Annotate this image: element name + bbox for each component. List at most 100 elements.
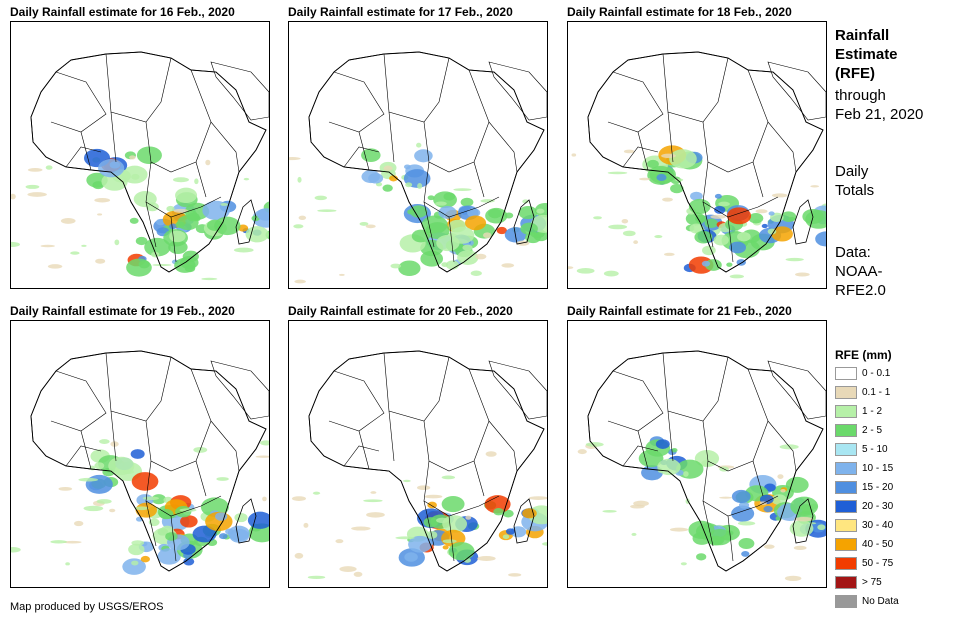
drizzle-cell	[654, 235, 663, 239]
country-border	[702, 69, 769, 173]
drizzle-cell	[152, 263, 172, 267]
country-border	[767, 121, 797, 173]
rainfall-cell	[169, 223, 178, 230]
drizzle-cell	[96, 499, 112, 504]
drizzle-cell	[131, 560, 139, 566]
rainfall-cell	[238, 224, 249, 232]
legend-swatch	[835, 405, 857, 418]
drizzle-cell	[416, 142, 422, 148]
data-source-line1: NOAA-	[835, 263, 883, 280]
drizzle-cell	[25, 184, 40, 189]
rainfall-cell	[738, 501, 750, 509]
drizzle-cell	[383, 165, 393, 171]
map-panel-20feb	[288, 320, 548, 588]
drizzle-cell	[785, 257, 804, 262]
country-border	[473, 460, 485, 497]
country-border	[702, 500, 714, 547]
coastline	[308, 51, 545, 273]
rainfall-cell	[404, 552, 418, 562]
drizzle-cell	[97, 213, 103, 216]
rainfall-cell	[146, 202, 159, 212]
rainfall-cell	[815, 231, 826, 247]
through-value: Feb 21, 2020	[835, 106, 924, 123]
drizzle-cell	[45, 165, 53, 170]
rainfall-cell	[713, 234, 729, 246]
rainfall-cell	[727, 207, 752, 225]
legend-label: 15 - 20	[862, 482, 894, 493]
rainfall-cell	[183, 557, 195, 566]
legend-label: 20 - 30	[862, 501, 894, 512]
rainfall-cell	[748, 213, 764, 224]
country-border	[343, 146, 380, 168]
rfe-title-line3: (RFE)	[835, 65, 875, 82]
drizzle-cell	[70, 251, 80, 255]
panel-title-17feb: Daily Rainfall estimate for 17 Feb., 202…	[288, 5, 513, 19]
rainfall-cell	[504, 212, 514, 219]
legend-swatch	[835, 519, 857, 532]
legend-label: 30 - 40	[862, 520, 894, 531]
drizzle-cell	[339, 566, 357, 572]
rfe-title: Rainfall Estimate (RFE)	[835, 26, 898, 83]
drizzle-cell	[99, 439, 110, 444]
country-border	[727, 515, 734, 562]
rainfall-cell	[151, 251, 160, 258]
arabia-outline	[767, 360, 826, 420]
legend-swatch	[835, 538, 857, 551]
rainfall-cell	[448, 542, 475, 561]
rainfall-cell	[457, 250, 479, 265]
legend-label: > 75	[862, 577, 882, 588]
legend-swatch	[835, 595, 857, 608]
drizzle-cell	[710, 214, 726, 219]
rainfall-cell	[763, 505, 773, 513]
country-border	[607, 370, 664, 432]
drizzle-cell	[683, 471, 689, 477]
country-border	[488, 420, 518, 472]
rainfall-cell	[688, 256, 714, 274]
drizzle-cell	[293, 224, 304, 229]
rainfall-cell	[158, 509, 174, 520]
drizzle-cell	[303, 522, 309, 528]
madagascar-outline	[792, 199, 814, 245]
country-border	[80, 131, 92, 171]
rainfall-cell	[731, 489, 751, 504]
country-border	[423, 69, 490, 173]
rainfall-cell	[767, 228, 777, 235]
legend-swatch	[835, 367, 857, 380]
rainfall-cell	[701, 260, 711, 267]
rainfall-cell	[695, 214, 707, 223]
rainfall-cell	[136, 146, 162, 165]
rainfall-cell	[131, 173, 140, 180]
legend-swatch	[835, 462, 857, 475]
drizzle-cell	[475, 253, 487, 260]
rainfall-cell	[688, 520, 715, 540]
drizzle-cell	[307, 575, 326, 579]
drizzle-cell	[338, 273, 345, 276]
rainfall-cell	[518, 206, 538, 220]
drizzle-cell	[436, 517, 449, 524]
country-border	[622, 445, 659, 467]
rainfall-cell	[688, 198, 711, 215]
drizzle-cell	[508, 573, 522, 577]
country-border	[210, 420, 240, 472]
data-source-line2: RFE2.0	[835, 282, 886, 299]
rainfall-cell	[441, 496, 465, 513]
panel-title-18feb: Daily Rainfall estimate for 18 Feb., 202…	[567, 5, 792, 19]
drizzle-cell	[771, 193, 788, 198]
drizzle-cell	[351, 526, 371, 531]
rainfall-cell	[690, 191, 703, 201]
rainfall-cell	[219, 533, 228, 540]
drizzle-cell	[542, 542, 547, 546]
country-border	[65, 146, 102, 168]
drizzle-cell	[536, 208, 545, 214]
drizzle-cell	[462, 244, 473, 251]
rainfall-cell	[140, 555, 150, 563]
legend-label: 0 - 0.1	[862, 368, 891, 379]
drizzle-cell	[27, 192, 47, 197]
country-border	[473, 161, 485, 198]
country-border	[388, 111, 395, 163]
rainfall-cell	[168, 240, 188, 255]
madagascar-outline	[235, 498, 257, 544]
drizzle-cell	[312, 491, 321, 495]
madagascar-outline	[513, 498, 535, 544]
drizzle-cell	[571, 153, 577, 157]
